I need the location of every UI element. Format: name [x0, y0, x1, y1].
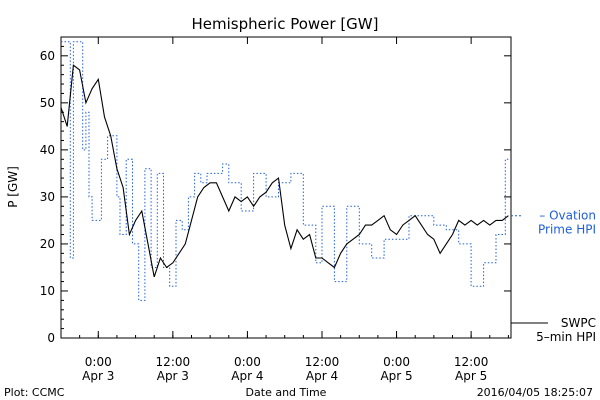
- y-tick-label: 30: [40, 190, 55, 204]
- legend-swpc-label-2: 5–min HPI: [536, 330, 596, 344]
- series-layer: [60, 41, 509, 301]
- y-tick-label: 20: [40, 237, 55, 251]
- ovation-series-line: [61, 41, 509, 301]
- x-tick-date-label: Apr 4: [306, 369, 338, 383]
- y-axis-title: P [GW]: [6, 166, 20, 208]
- x-tick-date-label: Apr 4: [231, 369, 263, 383]
- x-tick-time-label: 0:00: [234, 355, 261, 369]
- y-tick-label: 40: [40, 143, 55, 157]
- plot-frame: [60, 36, 512, 339]
- x-tick-time-label: 0:00: [85, 355, 112, 369]
- x-tick-time-label: 0:00: [383, 355, 410, 369]
- legend-ovation-label: – Ovation: [539, 209, 596, 223]
- plot-credit: Plot: CCMC: [4, 386, 65, 399]
- y-axis: 0 10 20 30 40 50 60: [40, 36, 511, 345]
- legend-swpc-label: SWPC: [561, 316, 596, 330]
- y-tick-label: 60: [40, 49, 55, 63]
- y-tick-label: 0: [47, 331, 55, 345]
- x-tick-date-label: Apr 5: [380, 369, 412, 383]
- x-tick-time-label: 12:00: [156, 355, 191, 369]
- y-tick-label: 50: [40, 96, 55, 110]
- x-tick-time-label: 12:00: [454, 355, 489, 369]
- x-tick-date-label: Apr 5: [455, 369, 487, 383]
- x-tick-date-label: Apr 3: [157, 369, 189, 383]
- x-tick-date-label: Apr 3: [82, 369, 114, 383]
- y-tick-label: 10: [40, 284, 55, 298]
- x-axis-title: Date and Time: [246, 386, 327, 399]
- swpc-series-line: [60, 64, 509, 278]
- legend-ovation-label-2: Prime HPI: [538, 223, 596, 237]
- x-tick-time-label: 12:00: [305, 355, 340, 369]
- chart-title: Hemispheric Power [GW]: [192, 15, 379, 33]
- plot-timestamp: 2016/04/05 18:25:07: [477, 386, 593, 399]
